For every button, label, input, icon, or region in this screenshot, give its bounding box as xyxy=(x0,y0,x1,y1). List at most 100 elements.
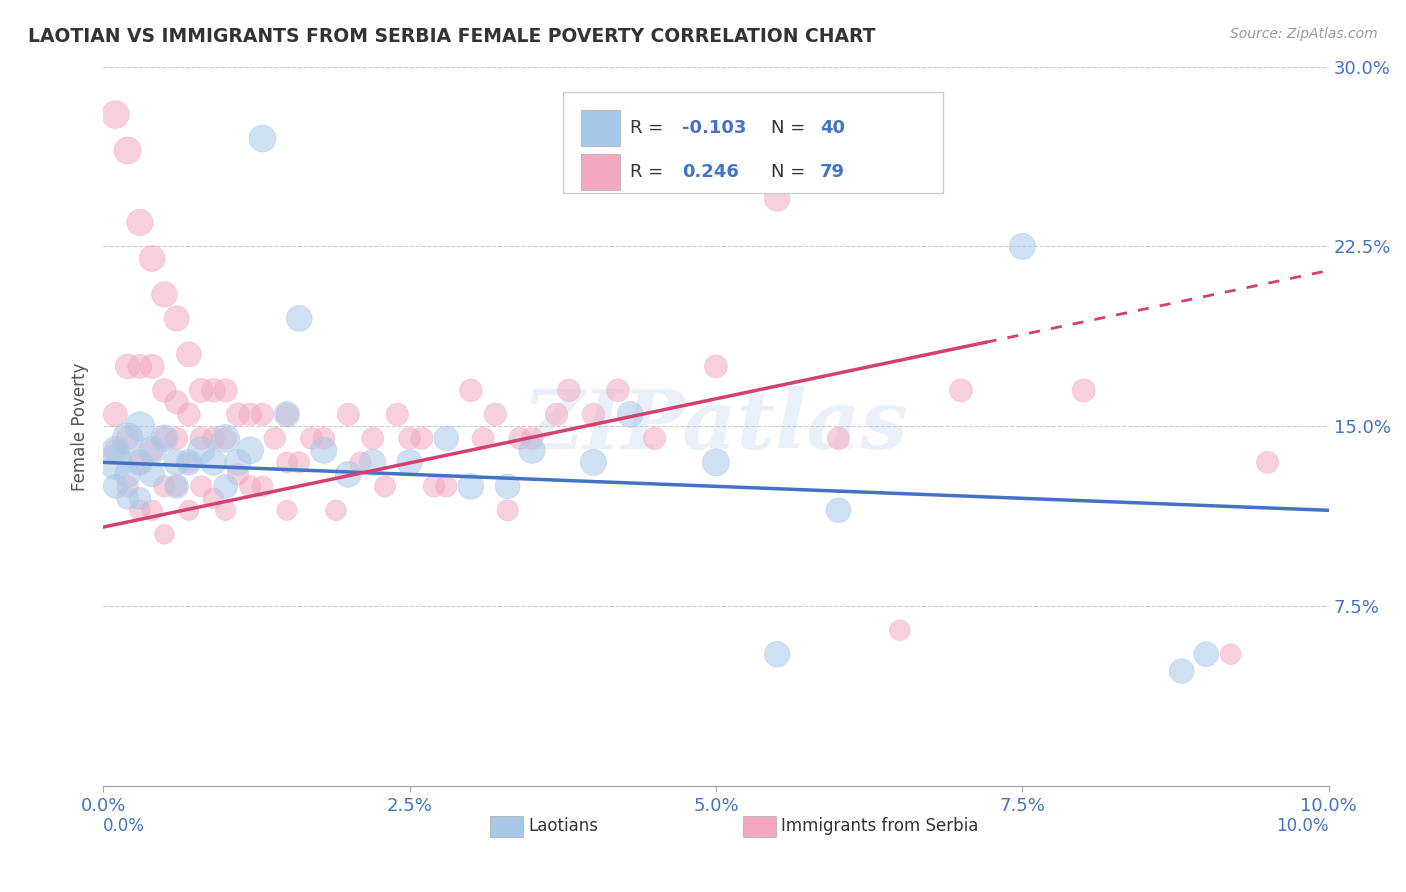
Point xyxy=(582,455,605,469)
Point xyxy=(349,455,371,469)
Text: Immigrants from Serbia: Immigrants from Serbia xyxy=(782,817,979,835)
Point xyxy=(190,384,212,398)
Text: 40: 40 xyxy=(820,120,845,137)
Point xyxy=(252,408,274,422)
Point xyxy=(558,384,581,398)
Point xyxy=(117,431,139,445)
Point xyxy=(153,431,176,445)
Point xyxy=(215,384,238,398)
Point xyxy=(166,479,188,493)
Point xyxy=(312,443,335,458)
Point xyxy=(312,431,335,445)
Point xyxy=(1170,664,1192,678)
Point xyxy=(889,624,911,638)
Point xyxy=(117,431,139,445)
Point xyxy=(325,503,347,517)
Point xyxy=(374,479,396,493)
Point xyxy=(215,431,238,445)
Y-axis label: Female Poverty: Female Poverty xyxy=(72,362,89,491)
Point xyxy=(520,431,543,445)
Point xyxy=(411,431,433,445)
Point xyxy=(1256,455,1278,469)
Point xyxy=(141,443,163,458)
Text: 10.0%: 10.0% xyxy=(1277,817,1329,835)
Point xyxy=(117,144,139,158)
Point xyxy=(166,311,188,326)
Point xyxy=(104,455,127,469)
Point xyxy=(239,479,262,493)
Point xyxy=(190,431,212,445)
Point xyxy=(129,503,152,517)
Point xyxy=(141,467,163,482)
Point xyxy=(202,384,225,398)
Text: Laotians: Laotians xyxy=(529,817,599,835)
Point xyxy=(117,467,139,482)
Point xyxy=(288,311,311,326)
Point xyxy=(1195,647,1218,661)
Point xyxy=(141,359,163,374)
Point xyxy=(619,408,641,422)
Point xyxy=(129,491,152,506)
Point xyxy=(117,359,139,374)
Point xyxy=(434,479,457,493)
Point xyxy=(546,408,568,422)
Point xyxy=(496,503,519,517)
Point xyxy=(129,215,152,229)
Point xyxy=(252,479,274,493)
Point xyxy=(104,443,127,458)
Point xyxy=(166,431,188,445)
Point xyxy=(177,503,200,517)
Point xyxy=(434,431,457,445)
Point xyxy=(766,192,789,206)
Point xyxy=(509,431,531,445)
Point xyxy=(276,408,298,422)
Point xyxy=(190,479,212,493)
Point xyxy=(117,491,139,506)
FancyBboxPatch shape xyxy=(562,92,942,193)
Text: R =: R = xyxy=(630,120,669,137)
Point xyxy=(472,431,495,445)
Point xyxy=(337,408,360,422)
Point xyxy=(117,479,139,493)
Point xyxy=(166,455,188,469)
Point xyxy=(239,443,262,458)
Point xyxy=(827,503,849,517)
Point xyxy=(950,384,973,398)
Text: ZIPatlas: ZIPatlas xyxy=(523,386,908,467)
Text: 0.0%: 0.0% xyxy=(103,817,145,835)
Point xyxy=(166,479,188,493)
Point xyxy=(129,455,152,469)
Point xyxy=(276,455,298,469)
Point xyxy=(423,479,446,493)
Point xyxy=(361,455,384,469)
Point xyxy=(1011,239,1033,253)
Point xyxy=(226,408,249,422)
Point xyxy=(215,431,238,445)
Point xyxy=(288,455,311,469)
Point xyxy=(263,431,285,445)
Point xyxy=(215,503,238,517)
Point xyxy=(644,431,666,445)
Point xyxy=(177,408,200,422)
FancyBboxPatch shape xyxy=(581,111,620,145)
Point xyxy=(141,443,163,458)
Point xyxy=(153,384,176,398)
Point xyxy=(177,455,200,469)
Point xyxy=(129,359,152,374)
Point xyxy=(226,455,249,469)
Point xyxy=(460,479,482,493)
Point xyxy=(361,431,384,445)
Point xyxy=(827,431,849,445)
Point xyxy=(496,479,519,493)
Point xyxy=(1073,384,1095,398)
Point xyxy=(606,384,628,398)
Point xyxy=(153,431,176,445)
Point xyxy=(104,443,127,458)
Point xyxy=(398,431,420,445)
Point xyxy=(153,527,176,541)
Point xyxy=(337,467,360,482)
Point xyxy=(582,408,605,422)
Point xyxy=(166,395,188,409)
Point xyxy=(202,431,225,445)
Point xyxy=(1219,647,1241,661)
